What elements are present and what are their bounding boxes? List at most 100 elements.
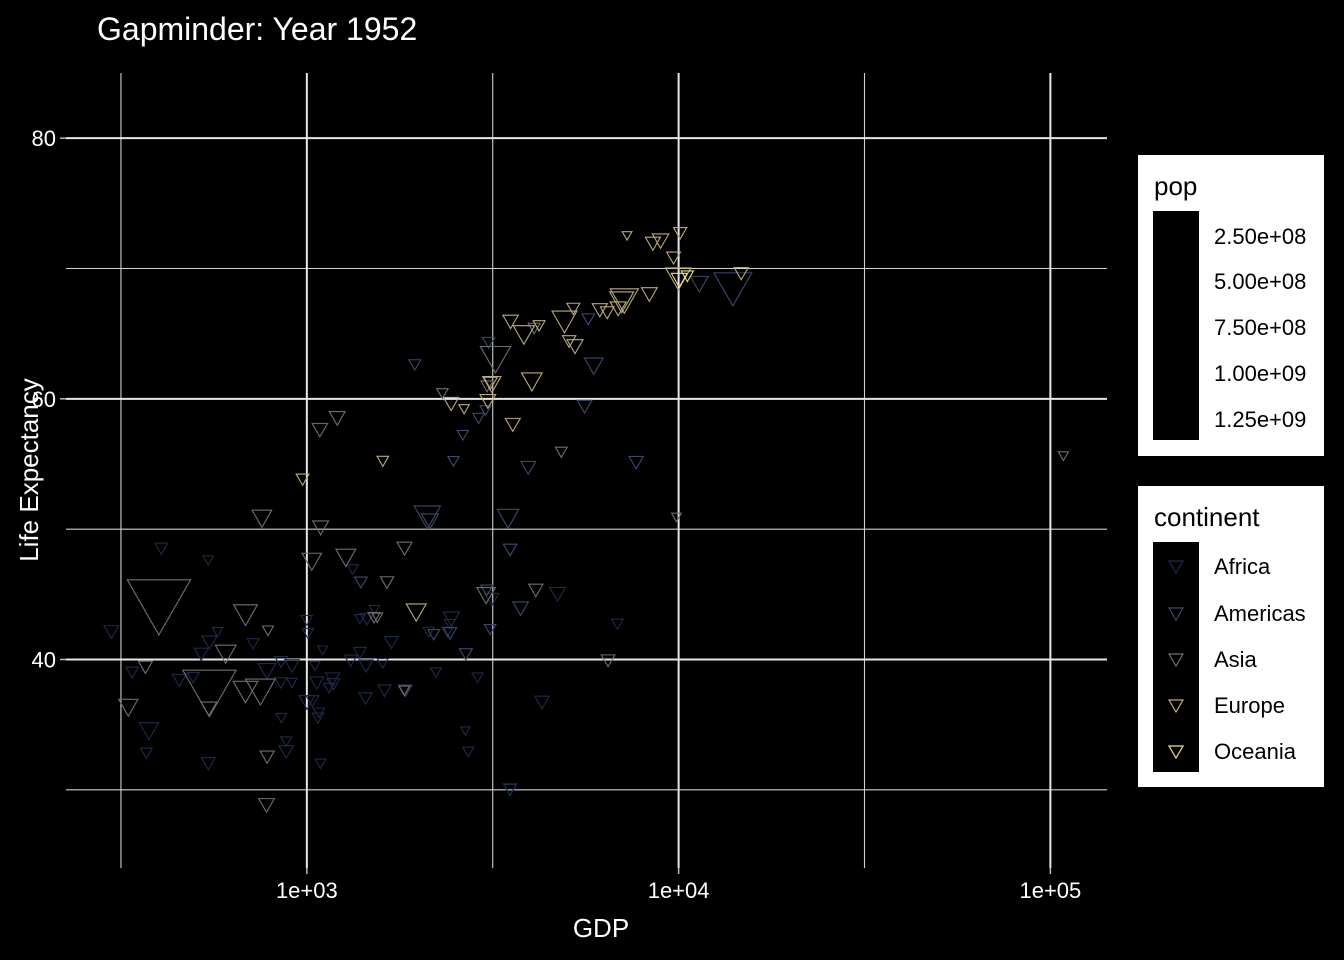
point-africa — [211, 627, 224, 638]
point-africa — [139, 747, 154, 760]
x-tick-label: 1e+05 — [1019, 878, 1081, 903]
point-africa — [422, 626, 436, 639]
point-africa — [138, 722, 160, 741]
continent-legend-marker — [1167, 560, 1185, 575]
point-americas — [483, 623, 497, 636]
point-americas — [458, 648, 474, 661]
continent-legend-label: Americas — [1214, 601, 1306, 626]
point-americas — [496, 508, 520, 530]
point-asia — [257, 798, 276, 814]
legend-triangle-asia — [1167, 653, 1185, 668]
point-africa — [153, 542, 169, 556]
continent-legend-keys — [1153, 542, 1199, 772]
point-americas — [426, 629, 441, 641]
continent-legend-marker — [1167, 745, 1185, 760]
point-africa — [343, 654, 359, 668]
point-europe — [640, 287, 659, 303]
point-europe — [512, 325, 536, 346]
legend-triangle-africa — [1167, 560, 1185, 575]
chart-title: Gapminder: Year 1952 — [97, 11, 417, 47]
point-africa — [314, 758, 327, 770]
point-oceania — [670, 272, 689, 289]
pop-legend-title: pop — [1154, 171, 1198, 201]
point-asia — [251, 509, 273, 529]
point-asia — [328, 410, 347, 427]
point-asia — [600, 654, 616, 668]
point-africa — [443, 618, 457, 631]
point-americas — [628, 455, 645, 471]
point-europe — [621, 231, 633, 242]
point-asia — [126, 579, 192, 636]
pop-legend: pop 2.50e+08 5.00e+08 7.50e+08 1.00e+09 1.25… — [1138, 155, 1324, 456]
point-africa — [471, 672, 484, 684]
y-tick-label: 60 — [32, 387, 56, 412]
continent-legend-label: Oceania — [1214, 739, 1296, 764]
point-europe — [651, 233, 670, 250]
point-asia — [479, 380, 495, 393]
point-africa — [275, 712, 288, 724]
y-axis-title: Life Expectancy — [14, 378, 44, 562]
point-asia — [137, 660, 154, 675]
point-africa — [202, 555, 215, 567]
point-europe — [733, 267, 750, 281]
point-asia — [232, 680, 259, 704]
point-europe — [672, 227, 688, 241]
point-asia — [479, 345, 512, 375]
point-africa — [193, 647, 210, 662]
point-europe — [504, 417, 522, 433]
point-europe — [609, 288, 640, 315]
point-europe — [608, 291, 635, 314]
data-points — [103, 227, 1070, 814]
point-africa — [257, 662, 277, 680]
continent-legend-label: Europe — [1214, 693, 1285, 718]
point-africa — [200, 757, 217, 771]
point-asia — [301, 552, 323, 572]
legend-triangle-americas — [1167, 607, 1185, 622]
point-africa — [359, 612, 375, 626]
point-asia — [527, 583, 544, 598]
point-africa — [308, 676, 325, 691]
point-africa — [273, 656, 289, 669]
point-africa — [383, 635, 400, 650]
point-africa — [316, 645, 329, 656]
point-africa — [103, 625, 120, 640]
point-africa — [300, 614, 314, 627]
point-africa — [352, 646, 368, 660]
point-asia — [214, 644, 238, 665]
point-europe — [644, 236, 662, 252]
grid-lines — [66, 73, 1107, 868]
y-tick-label: 80 — [32, 126, 56, 151]
point-africa — [377, 684, 393, 698]
point-africa — [186, 671, 201, 685]
point-europe — [599, 306, 615, 320]
point-africa — [285, 677, 299, 689]
point-americas — [420, 513, 440, 530]
point-americas — [407, 359, 422, 372]
pop-legend-label: 7.50e+08 — [1214, 315, 1307, 340]
pop-legend-keys — [1153, 211, 1199, 440]
continent-legend-marker — [1167, 607, 1185, 622]
point-europe — [457, 404, 471, 415]
point-asia — [396, 541, 413, 557]
point-europe — [520, 372, 544, 392]
point-africa — [124, 666, 140, 680]
point-africa — [548, 586, 567, 603]
point-europe — [442, 396, 460, 412]
point-europe — [565, 302, 581, 316]
point-europe — [479, 394, 497, 410]
point-africa — [502, 783, 518, 797]
point-asia — [670, 512, 683, 523]
point-asia — [259, 750, 276, 765]
point-africa — [533, 695, 551, 710]
continent-legend-marker — [1167, 653, 1185, 668]
legend-triangle-europe — [1167, 699, 1185, 714]
point-africa — [277, 745, 295, 760]
pop-legend-label: 1.25e+09 — [1214, 407, 1307, 432]
point-africa — [283, 659, 301, 674]
point-africa — [279, 736, 293, 748]
point-europe — [551, 310, 578, 334]
point-asia — [475, 586, 497, 605]
x-tick-label: 1e+04 — [648, 878, 710, 903]
point-asia — [311, 520, 330, 536]
